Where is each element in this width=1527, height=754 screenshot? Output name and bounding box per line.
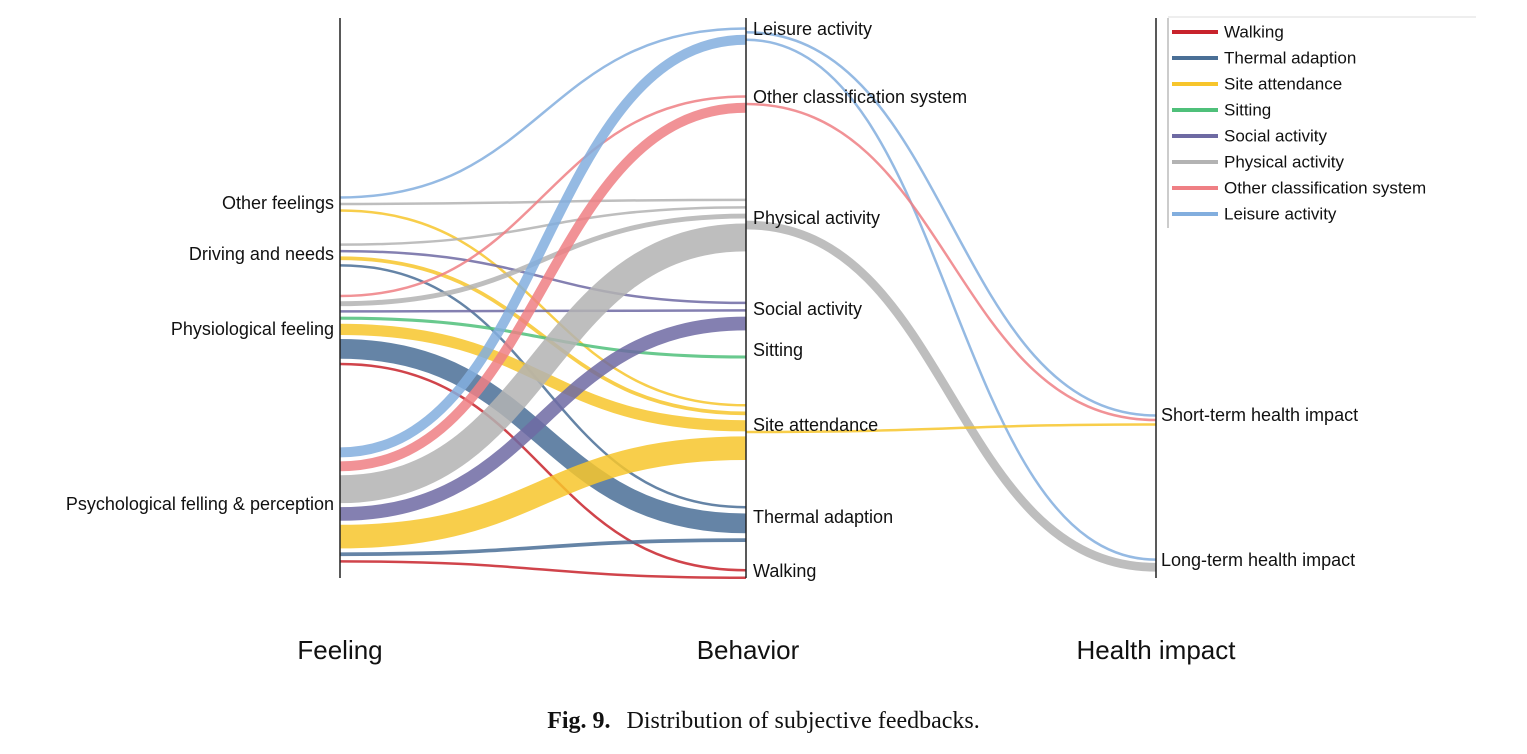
flow-other-feelings-to-physical-activity [339, 198, 747, 206]
flow-layer [339, 27, 1157, 579]
figure-caption: Fig. 9. Distribution of subjective feedb… [0, 708, 1527, 735]
flow-physiological-feeling-to-thermal-adaption [339, 338, 747, 534]
legend-label-site-attendance: Site attendance [1224, 74, 1342, 93]
flow-physiological-feeling-to-social-activity [339, 309, 747, 313]
legend: Walking Thermal adaption Site attendance Si… [1167, 16, 1476, 228]
flow-psychological-felling-perception-to-social-activity [339, 316, 747, 521]
flow-leisure-activity-to-long-term-health-impact [745, 38, 1157, 561]
node-label-social-activity: Social activity [753, 299, 862, 319]
node-label-walking: Walking [753, 561, 816, 581]
node-label-long-term-health-impact: Long-term health impact [1161, 550, 1355, 570]
flow-site-attendance-to-short-term-health-impact [745, 423, 1157, 434]
node-label-physiological-feeling: Physiological feeling [171, 319, 334, 339]
node-label-short-term-health-impact: Short-term health impact [1161, 405, 1358, 425]
flow-driving-and-needs-to-site-attendance [339, 256, 747, 416]
caption-text: Distribution of subjective feedbacks. [626, 708, 980, 734]
axis-title-health-impact: Health impact [1077, 635, 1237, 665]
flow-psychological-felling-perception-to-physical-activity [339, 223, 747, 504]
flow-psychological-felling-perception-to-site-attendance [339, 436, 747, 549]
flow-physiological-feeling-to-walking [339, 362, 747, 572]
node-label-driving-and-needs: Driving and needs [189, 244, 334, 264]
node-label-thermal-adaption: Thermal adaption [753, 507, 893, 527]
caption-label: Fig. 9. [547, 708, 611, 734]
axis-layer [339, 18, 1157, 578]
node-label-sitting: Sitting [753, 340, 803, 360]
legend-label-leisure-activity: Leisure activity [1224, 204, 1337, 223]
flow-other-feelings-to-site-attendance [339, 209, 747, 407]
flow-physical-activity-to-long-term-health-impact [745, 220, 1157, 572]
flow-driving-and-needs-to-thermal-adaption [339, 264, 747, 509]
flow-physiological-feeling-to-other-classification-system [339, 95, 747, 298]
flow-psychological-felling-perception-to-leisure-activity [339, 34, 747, 458]
legend-label-sitting: Sitting [1224, 100, 1271, 119]
legend-label-physical-activity: Physical activity [1224, 152, 1344, 171]
flow-driving-and-needs-to-physical-activity [339, 206, 747, 246]
node-label-other-classification-system: Other classification system [753, 87, 967, 107]
node-label-other-feelings: Other feelings [222, 193, 334, 213]
legend-label-other-classification-system: Other classification system [1224, 178, 1426, 197]
flow-psychological-felling-perception-to-walking [339, 560, 747, 579]
flow-leisure-activity-to-short-term-health-impact [745, 31, 1157, 417]
flow-psychological-felling-perception-to-other-classification-system [339, 102, 747, 472]
axis-title-feeling: Feeling [297, 635, 382, 665]
legend-label-walking: Walking [1224, 22, 1284, 41]
flow-other-feelings-to-leisure-activity [339, 27, 747, 199]
flow-psychological-felling-perception-to-thermal-adaption [339, 538, 747, 557]
node-label-psychological-felling-perception: Psychological felling & perception [66, 494, 334, 514]
node-label-physical-activity: Physical activity [753, 208, 880, 228]
flow-physiological-feeling-to-physical-activity [339, 213, 747, 307]
flow-other-classification-system-to-short-term-health-impact [745, 102, 1157, 422]
legend-label-social-activity: Social activity [1224, 126, 1327, 145]
axis-title-behavior: Behavior [697, 635, 800, 665]
node-label-leisure-activity: Leisure activity [753, 19, 872, 39]
flow-physiological-feeling-to-sitting [339, 316, 747, 359]
legend-label-thermal-adaption: Thermal adaption [1224, 48, 1356, 67]
node-label-site-attendance: Site attendance [753, 415, 878, 435]
label-layer: Other feelings Driving and needs Physiolog… [66, 19, 1358, 665]
